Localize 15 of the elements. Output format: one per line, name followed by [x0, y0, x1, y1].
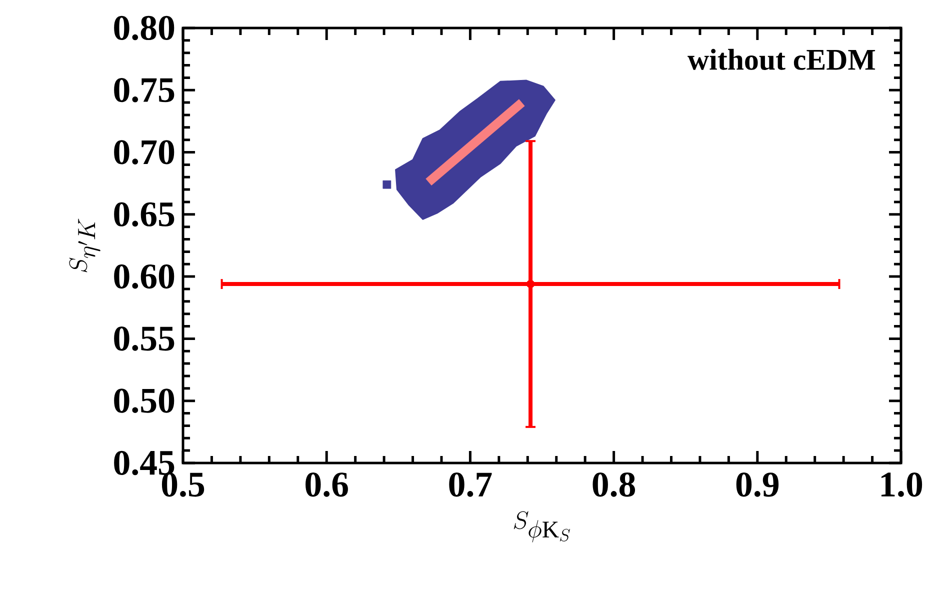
y-tick-label: 0.55 [114, 326, 174, 351]
y-tick-label: 0.65 [114, 202, 174, 227]
y-axis-title: $S_{\eta' K}$ [69, 218, 100, 272]
x-tick-label: 0.6 [306, 472, 348, 497]
y-tick-label: 0.80 [114, 16, 174, 40]
x-axis-title: $S_{\phi \mathrm{K}_S}$ [514, 511, 570, 542]
y-tick-label: 0.75 [114, 78, 174, 102]
y-tick-label: 0.60 [114, 264, 174, 289]
x-tick-label: 0.7 [449, 472, 492, 497]
x-tick-label: 0.8 [592, 472, 636, 497]
annotation: without cEDM [688, 48, 876, 70]
x-tick-label: 0.9 [736, 472, 779, 497]
x-tick-label: 1.0 [881, 472, 922, 497]
y-tick-label: 0.50 [114, 388, 174, 414]
y-tick-label: 0.70 [114, 140, 174, 164]
